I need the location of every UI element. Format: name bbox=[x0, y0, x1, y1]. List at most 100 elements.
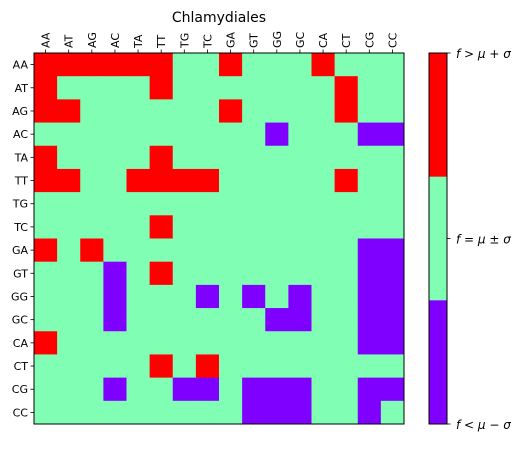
colorbar-segment bbox=[429, 176, 447, 301]
heatmap-cell bbox=[126, 168, 151, 193]
heatmap-cell bbox=[311, 400, 336, 425]
heatmap-cell bbox=[265, 377, 289, 402]
heatmap-cell bbox=[334, 400, 359, 425]
y-tick-label: TC bbox=[13, 221, 28, 234]
y-tick-label: TT bbox=[14, 175, 29, 188]
heatmap-cell bbox=[357, 261, 382, 286]
heatmap-cell bbox=[126, 53, 151, 77]
heatmap-cell bbox=[242, 284, 266, 309]
heatmap-cell bbox=[195, 76, 220, 100]
x-tick-label: CG bbox=[363, 32, 376, 48]
heatmap-cell bbox=[195, 145, 220, 170]
heatmap-cell bbox=[172, 76, 197, 100]
y-tick-label: AC bbox=[13, 128, 28, 141]
heatmap-cell bbox=[219, 53, 243, 77]
heatmap-cell bbox=[57, 99, 81, 123]
heatmap-cell bbox=[149, 377, 174, 402]
heatmap-cell bbox=[311, 76, 336, 100]
heatmap-cell bbox=[288, 99, 312, 123]
heatmap-cell bbox=[57, 377, 81, 402]
heatmap-cell bbox=[288, 261, 312, 286]
heatmap-cell bbox=[149, 238, 174, 263]
heatmap-cell bbox=[80, 261, 104, 286]
heatmap-cell bbox=[80, 76, 104, 100]
heatmap-cell bbox=[80, 354, 104, 379]
heatmap-cell bbox=[311, 354, 336, 379]
heatmap-cell bbox=[172, 99, 197, 123]
heatmap-cell bbox=[380, 145, 405, 170]
heatmap-cell bbox=[311, 99, 336, 123]
heatmap-cell bbox=[288, 284, 312, 309]
heatmap-cell bbox=[57, 168, 81, 193]
heatmap-cell bbox=[288, 354, 312, 379]
heatmap-cell bbox=[265, 122, 289, 147]
heatmap-cell bbox=[311, 284, 336, 309]
y-tick-label: CA bbox=[13, 337, 29, 350]
y-tick-label: CC bbox=[13, 406, 29, 419]
heatmap-cell bbox=[103, 284, 127, 309]
heatmap-cell bbox=[57, 238, 81, 263]
heatmap-cell bbox=[57, 308, 81, 332]
heatmap-cell bbox=[219, 215, 243, 239]
x-tick-label: AA bbox=[40, 32, 53, 48]
y-tick-label: CG bbox=[12, 383, 28, 396]
heatmap-cell bbox=[195, 99, 220, 123]
y-tick-label: AT bbox=[15, 82, 29, 95]
heatmap-cell bbox=[380, 377, 405, 402]
heatmap-cell bbox=[288, 76, 312, 100]
heatmap-cell bbox=[357, 308, 382, 332]
heatmap-cell bbox=[242, 377, 266, 402]
heatmap-cell bbox=[334, 308, 359, 332]
colorbar: f > μ + σ f = μ ± σ f < μ − σ bbox=[428, 47, 511, 432]
heatmap-cell bbox=[149, 192, 174, 216]
heatmap-cell bbox=[242, 168, 266, 193]
heatmap-cell bbox=[219, 145, 243, 170]
heatmap-cell bbox=[219, 354, 243, 379]
x-tick-label: AG bbox=[86, 32, 99, 48]
heatmap-cell bbox=[149, 99, 174, 123]
heatmap-cell bbox=[34, 331, 58, 355]
heatmap-cell bbox=[265, 53, 289, 77]
heatmap-cell bbox=[57, 145, 81, 170]
heatmap-cell bbox=[126, 238, 151, 263]
heatmap-cell bbox=[103, 400, 127, 425]
heatmap-cell bbox=[380, 238, 405, 263]
colorbar-tick-label: f < μ − σ bbox=[456, 418, 511, 432]
colorbar-tick-label: f = μ ± σ bbox=[456, 233, 511, 247]
heatmap-cell bbox=[126, 331, 151, 355]
heatmap-cell bbox=[126, 377, 151, 402]
heatmap-cell bbox=[242, 122, 266, 147]
heatmap-cell bbox=[103, 215, 127, 239]
heatmap-cell bbox=[380, 354, 405, 379]
heatmap-cell bbox=[103, 354, 127, 379]
heatmap-cell bbox=[57, 284, 81, 309]
heatmap-cell bbox=[380, 308, 405, 332]
heatmap-cell bbox=[80, 122, 104, 147]
heatmap-cell bbox=[103, 238, 127, 263]
heatmap-cell bbox=[149, 331, 174, 355]
heatmap-cell bbox=[172, 192, 197, 216]
heatmap-cell bbox=[126, 261, 151, 286]
heatmap-cell bbox=[195, 122, 220, 147]
y-tick-label: GA bbox=[12, 244, 29, 257]
heatmap-cell bbox=[357, 168, 382, 193]
heatmap-cell bbox=[334, 331, 359, 355]
heatmap-cell bbox=[334, 215, 359, 239]
heatmap-cell bbox=[103, 145, 127, 170]
heatmap-cell bbox=[334, 76, 359, 100]
heatmap-cell bbox=[172, 145, 197, 170]
heatmap-cell bbox=[34, 215, 58, 239]
heatmap-cell bbox=[80, 308, 104, 332]
y-tick-label: AA bbox=[13, 59, 29, 72]
heatmap-cell bbox=[34, 99, 58, 123]
heatmap-cell bbox=[357, 215, 382, 239]
heatmap-cell bbox=[126, 354, 151, 379]
heatmap-cell bbox=[172, 168, 197, 193]
heatmap-cell bbox=[34, 192, 58, 216]
heatmap-cell bbox=[195, 215, 220, 239]
heatmap-cell bbox=[380, 122, 405, 147]
heatmap-cell bbox=[334, 284, 359, 309]
heatmap-cell bbox=[357, 122, 382, 147]
heatmap-cell bbox=[311, 331, 336, 355]
heatmap-cell bbox=[80, 99, 104, 123]
